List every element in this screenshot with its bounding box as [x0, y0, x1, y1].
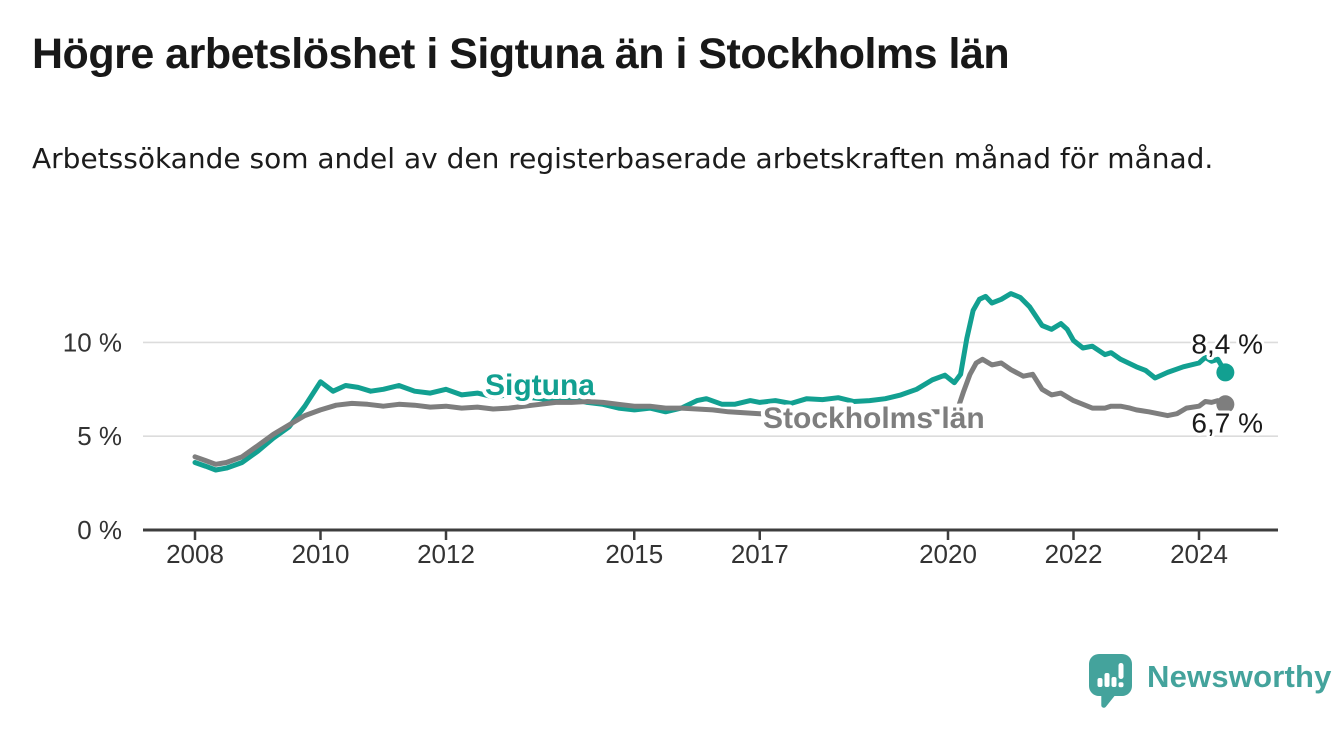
y-tick-label-5: 5 %: [77, 421, 122, 451]
end-dot-stockholms-l-n: [1216, 395, 1235, 414]
x-tick-label-2012: 2012: [417, 539, 475, 569]
series-label-sigtuna: Sigtuna: [485, 369, 595, 402]
x-tick-label-2008: 2008: [166, 539, 224, 569]
end-value-label-stockholms-l-n: 6,7 %: [1191, 407, 1263, 438]
logo-bar-3: [1111, 677, 1117, 687]
series-line-sigtuna: [192, 291, 1228, 473]
logo-bar-2: [1104, 673, 1110, 687]
logo-exclamation-dot: [1118, 682, 1124, 688]
logo-wordmark: Newsworthy: [1147, 659, 1332, 694]
logo-bar-1: [1097, 678, 1103, 687]
y-tick-label-0: 0 %: [77, 515, 122, 545]
line-chart: 2008 2010 2012 2015 2017 2020 2022 2024 0 % 5 % 10…: [0, 255, 1340, 595]
logo-bubble-shape: [1089, 654, 1132, 708]
y-tick-label-10: 10 %: [63, 327, 122, 357]
x-tick-label-2022: 2022: [1045, 539, 1103, 569]
x-tick-label-2017: 2017: [731, 539, 789, 569]
x-tick-label-2024: 2024: [1170, 539, 1228, 569]
series-line-stockholms-l-n: [192, 356, 1228, 467]
chart-subtitle: Arbetssökande som andel av den registerb…: [32, 142, 1214, 175]
series-label-stockholms-l-n: Stockholms län: [763, 402, 985, 435]
newsworthy-bubble-chart-icon: [1089, 654, 1132, 708]
x-tick-label-2020: 2020: [919, 539, 977, 569]
x-tick-label-2015: 2015: [605, 539, 663, 569]
logo-exclamation-bar: [1118, 663, 1124, 679]
line-chart-svg: 2008 2010 2012 2015 2017 2020 2022 2024 0 % 5 % 10…: [63, 291, 1278, 569]
newsworthy-logo: Newsworthy: [1087, 653, 1332, 709]
x-tick-label-2010: 2010: [292, 539, 350, 569]
end-value-label-sigtuna: 8,4 %: [1191, 328, 1263, 359]
end-dot-sigtuna: [1216, 363, 1235, 382]
chart-title: Högre arbetslöshet i Sigtuna än i Stockh…: [32, 30, 1010, 78]
